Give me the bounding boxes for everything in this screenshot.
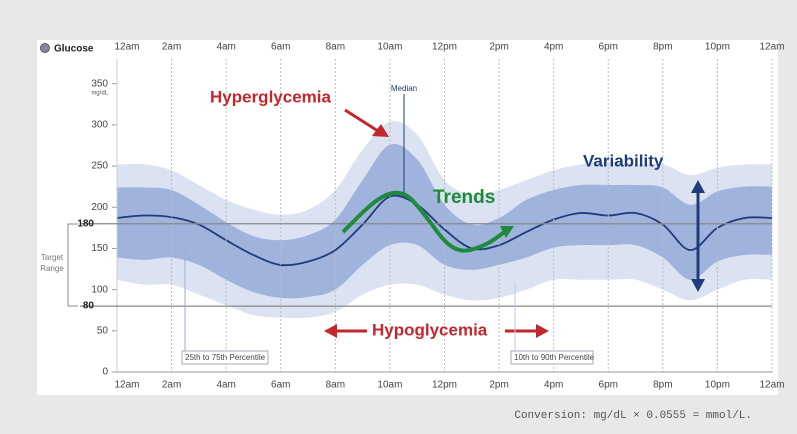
glucose-icon — [40, 43, 50, 53]
x-tick-label: 4pm — [544, 380, 563, 391]
y-tick-label: 50 — [97, 325, 109, 336]
x-tick-label: 10pm — [705, 380, 730, 391]
x-tick-label: 2pm — [489, 380, 508, 391]
x-tick-label: 4pm — [544, 42, 563, 53]
x-tick-label: 6pm — [599, 380, 618, 391]
variability-label: Variability — [583, 151, 664, 170]
x-tick-label: 2am — [162, 42, 181, 53]
target-label: Range — [40, 264, 64, 273]
band-label-box — [510, 350, 594, 365]
x-tick-label: 6am — [271, 42, 290, 53]
hyperglycemia-label: Hyperglycemia — [210, 87, 331, 106]
arrow-head — [691, 180, 705, 292]
y-tick-label: 250 — [91, 161, 108, 172]
y-unit: mg/dL — [91, 91, 108, 97]
arrow-head — [500, 226, 514, 238]
x-tick-label: 10am — [377, 380, 402, 391]
trends-label: Trends — [433, 187, 495, 208]
x-tick-label: 8pm — [653, 380, 672, 391]
x-tick-label: 2pm — [489, 42, 508, 53]
y-tick-label: 350 — [91, 78, 108, 89]
arrow — [344, 108, 379, 133]
y-tick-label: 300 — [91, 120, 108, 131]
x-tick-label: 4am — [216, 380, 235, 391]
y-label: Glucose — [54, 44, 94, 55]
band-label: 25th to 75th Percentile — [185, 353, 266, 362]
x-tick-label: 12am — [114, 42, 139, 53]
y-tick-label: 0 — [102, 367, 108, 378]
y-tick-label: 150 — [91, 243, 108, 254]
x-tick-label: 12am — [759, 380, 784, 391]
x-tick-label: 12am — [759, 42, 784, 53]
x-tick-label: 8am — [326, 42, 345, 53]
band-label: 10th to 90th Percentile — [514, 353, 595, 362]
x-tick-label: 8pm — [653, 42, 672, 53]
y-tick-label: 100 — [91, 284, 108, 295]
hypoglycemia-label: Hypoglycemia — [372, 320, 488, 339]
target-tick-label: 80 — [83, 301, 95, 312]
x-tick-label: 12am — [114, 380, 139, 391]
target-label: Target — [41, 253, 64, 262]
footnote: Conversion: mg/dL × 0.0555 = mmol/L. — [514, 410, 752, 422]
x-tick-label: 10am — [377, 42, 402, 53]
trend-arrow — [341, 190, 508, 253]
x-tick-label: 6am — [271, 380, 290, 391]
target-tick-label: 180 — [77, 218, 94, 229]
band-label-box — [181, 350, 269, 365]
x-tick-label: 8am — [326, 380, 345, 391]
arrow-head — [372, 124, 389, 137]
x-tick-label: 6pm — [599, 42, 618, 53]
y-tick-label: 200 — [91, 202, 108, 213]
median-label: Median — [391, 84, 417, 93]
x-tick-label: 10pm — [705, 42, 730, 53]
target-bracket — [67, 223, 78, 307]
x-tick-label: 4am — [216, 42, 235, 53]
x-tick-label: 12pm — [432, 42, 457, 53]
x-tick-label: 12pm — [432, 380, 457, 391]
x-tick-label: 2am — [162, 380, 181, 391]
